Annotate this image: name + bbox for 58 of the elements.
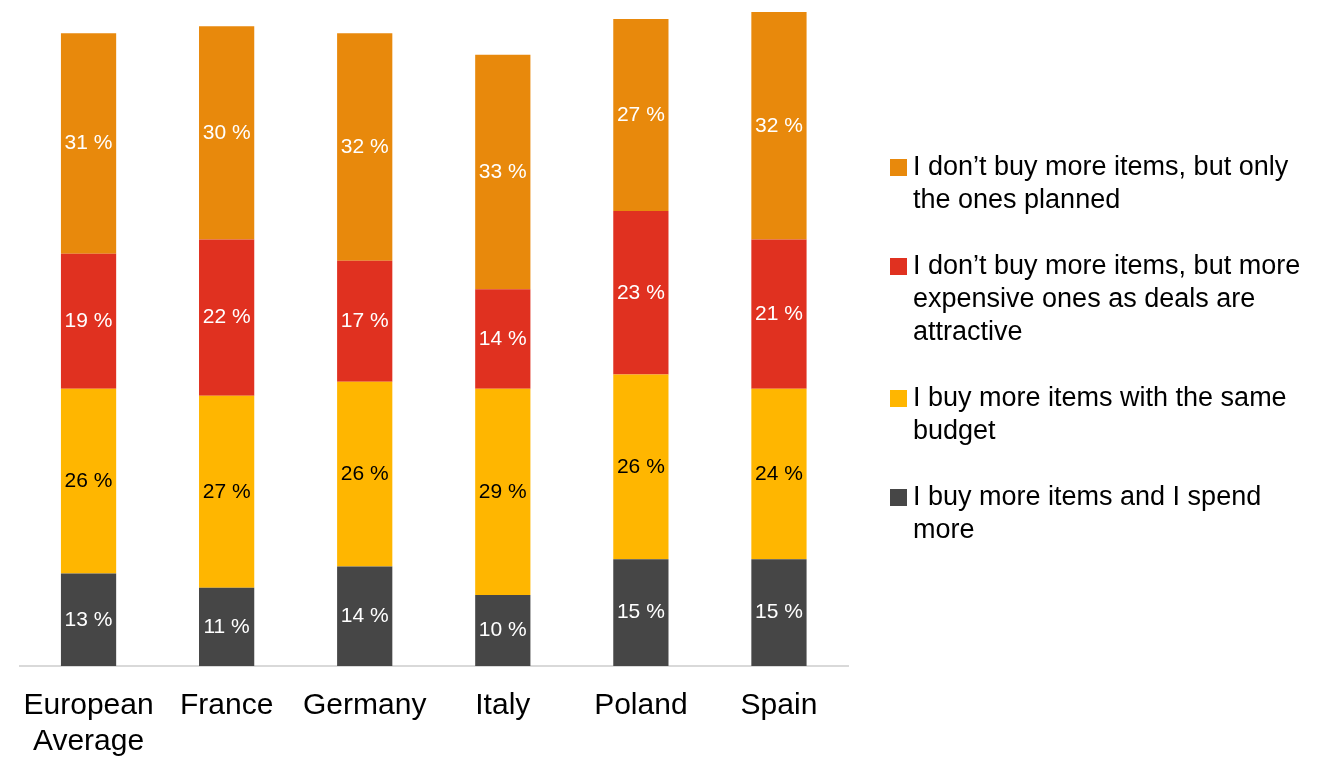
data-label: 32 % <box>755 112 803 136</box>
bar <box>60 573 117 666</box>
bar <box>751 239 807 389</box>
data-label: 30 % <box>202 119 251 143</box>
bar <box>613 559 669 666</box>
data-label: 26 % <box>64 467 113 491</box>
bar <box>199 395 255 588</box>
data-label: 31 % <box>64 130 113 154</box>
data-label: 29 % <box>478 478 527 502</box>
bar <box>337 260 393 382</box>
bar <box>60 388 117 574</box>
bar <box>199 587 255 666</box>
data-label: 33 % <box>478 158 527 182</box>
bar <box>475 388 531 595</box>
data-label: 11 % <box>203 613 250 637</box>
bar <box>337 33 393 261</box>
x-tick-label: Italy <box>475 687 531 721</box>
data-label: 23 % <box>616 279 665 303</box>
legend-label: I buy more items with the same budget <box>913 381 1288 447</box>
x-tick-label: France <box>179 687 274 721</box>
x-tick-label: European Average <box>23 687 154 757</box>
bar <box>199 26 255 240</box>
data-label: 21 % <box>755 300 803 324</box>
x-tick-label: Spain <box>740 687 818 721</box>
bar <box>751 559 807 666</box>
bar <box>337 566 393 666</box>
data-label: 32 % <box>340 133 389 157</box>
data-label: 13 % <box>64 606 113 630</box>
data-label: 27 % <box>202 478 251 502</box>
data-label: 26 % <box>616 453 665 477</box>
bar <box>199 239 255 396</box>
legend-label: I buy more items and I spend more <box>913 480 1263 546</box>
legend-label: I don’t buy more items, but only the ones planned <box>913 150 1290 216</box>
data-label: 26 % <box>340 460 389 484</box>
bar <box>60 253 117 389</box>
data-label: 10 % <box>478 617 527 641</box>
x-tick-label: Poland <box>594 687 688 721</box>
bar <box>613 374 669 560</box>
data-label: 27 % <box>616 101 665 125</box>
bar <box>475 289 531 389</box>
data-label: 14 % <box>478 325 527 349</box>
bar <box>613 19 669 212</box>
bar <box>613 211 669 375</box>
data-label: 19 % <box>64 308 113 332</box>
bar <box>751 388 807 560</box>
bar <box>60 33 117 254</box>
data-label: 15 % <box>755 599 803 623</box>
data-label: 14 % <box>340 603 389 627</box>
data-label: 22 % <box>202 304 251 328</box>
x-tick-label: Germany <box>303 687 427 721</box>
data-label: 15 % <box>616 599 665 623</box>
bar <box>475 594 531 666</box>
legend-label: I don’t buy more items, but more expensive ones as deals are attractive <box>913 249 1302 348</box>
data-label: 24 % <box>755 460 803 484</box>
bar <box>337 381 393 567</box>
bar <box>475 54 531 290</box>
bar <box>751 12 807 240</box>
data-label: 17 % <box>340 308 389 332</box>
